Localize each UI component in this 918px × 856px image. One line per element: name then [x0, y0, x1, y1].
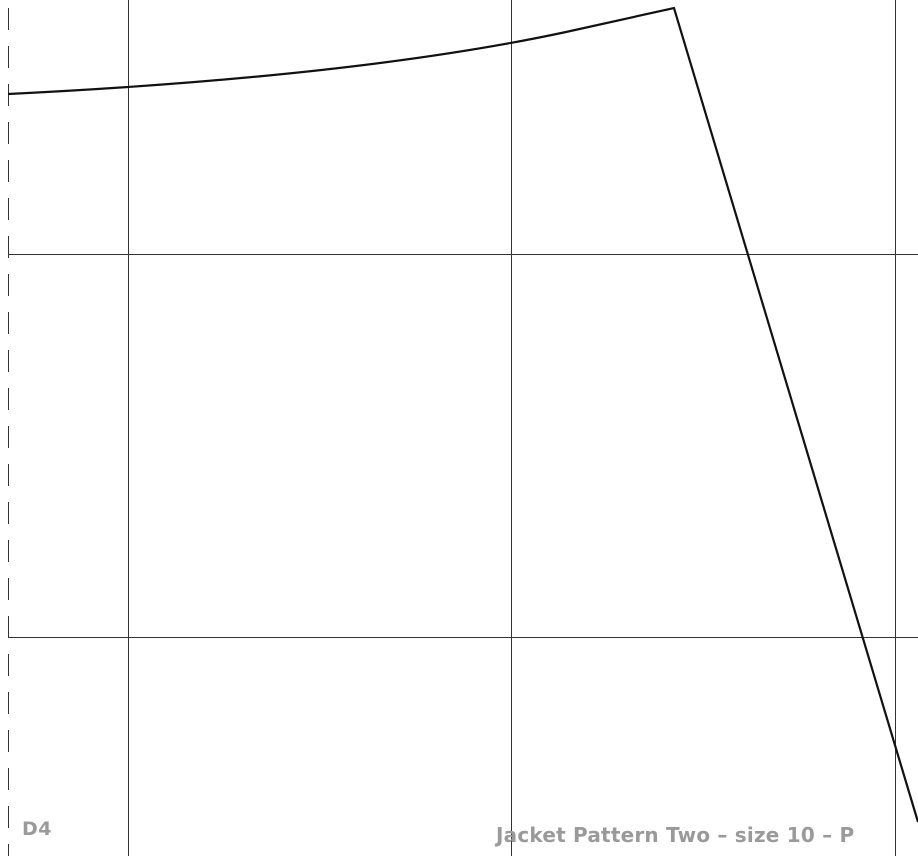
- pattern-title-label: Jacket Pattern Two – size 10 – P: [496, 823, 855, 847]
- pattern-piece-outline: [7, 6, 918, 823]
- tile-id-label: D4: [22, 818, 52, 840]
- tile-grid: [8, 0, 918, 856]
